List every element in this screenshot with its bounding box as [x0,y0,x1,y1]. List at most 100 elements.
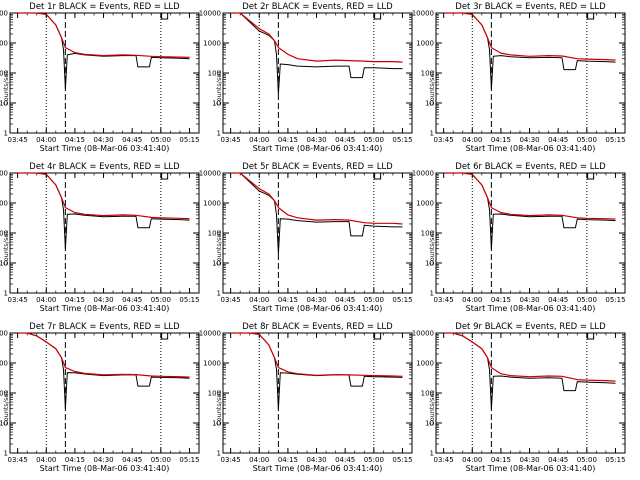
x-tick-label: 04:30 [306,456,326,464]
series-line-events [17,172,190,250]
x-tick-label: 04:15 [278,296,298,304]
plot-frame [222,172,413,294]
x-tick-label: 03:45 [434,456,454,464]
y-tick-label: 1000 [416,360,434,368]
x-tick-label: 05:00 [151,296,171,304]
x-tick-label: 03:45 [8,136,28,144]
y-tick-label: 10 [425,420,434,428]
y-tick-label: 100 [208,70,221,78]
series-line-events [230,172,403,255]
y-tick-label: 10000 [199,170,221,178]
y-tick-label: 10 [0,260,8,268]
y-tick-label: 10000 [0,170,8,178]
x-tick-label: 05:15 [605,456,625,464]
x-axis-label: Start Time (08-Mar-06 03:41:40) [466,144,596,153]
plot-frame [435,172,626,294]
y-axis-label: Counts/sec [428,390,436,426]
chart-panel-3: Det 3r BLACK = Events, RED = LLD 1 10 100 10… [412,2,626,153]
y-tick-label: 10000 [199,330,221,338]
x-tick-label: 04:00 [462,136,482,144]
box-marker [587,173,595,180]
y-tick-label: 1000 [203,40,221,48]
x-tick-label: 05:15 [392,456,412,464]
x-tick-label: 04:15 [278,136,298,144]
x-tick-label: 05:00 [364,136,384,144]
y-tick-label: 100 [208,230,221,238]
y-tick-label: 1 [217,290,221,298]
x-tick-label: 04:00 [36,456,56,464]
y-axis-label: Counts/sec [428,70,436,106]
series-line-lld [230,332,403,377]
y-tick-label: 1000 [0,360,8,368]
x-tick-label: 04:30 [519,456,539,464]
x-axis-label: Start Time (08-Mar-06 03:41:40) [40,464,170,473]
x-axis-label: Start Time (08-Mar-06 03:41:40) [253,144,383,153]
y-tick-label: 10 [0,100,8,108]
y-tick-label: 100 [0,70,8,78]
x-tick-label: 04:45 [122,456,142,464]
y-tick-label: 10000 [412,10,434,18]
x-tick-label: 04:15 [65,456,85,464]
x-tick-label: 04:45 [122,136,142,144]
y-axis-label: Counts/sec [2,70,10,106]
x-tick-label: 05:00 [577,296,597,304]
y-tick-label: 100 [208,390,221,398]
panel-title: Det 8r BLACK = Events, RED = LLD [242,322,393,332]
plot-frame [222,332,413,454]
x-axis-label: Start Time (08-Mar-06 03:41:40) [40,304,170,313]
x-tick-label: 03:45 [8,456,28,464]
x-tick-label: 04:30 [93,296,113,304]
x-tick-label: 04:45 [335,136,355,144]
box-marker [587,333,595,340]
x-tick-label: 05:15 [605,296,625,304]
x-axis-label: Start Time (08-Mar-06 03:41:40) [40,144,170,153]
box-marker [374,13,382,20]
y-tick-label: 10 [0,420,8,428]
y-tick-label: 10 [212,100,221,108]
x-axis-label: Start Time (08-Mar-06 03:41:40) [466,464,596,473]
y-tick-label: 1000 [416,200,434,208]
x-tick-label: 04:00 [462,456,482,464]
y-tick-label: 1 [4,450,8,458]
x-tick-label: 05:00 [151,136,171,144]
series-line-events [17,12,190,90]
y-tick-label: 100 [0,390,8,398]
series-line-lld [230,12,403,63]
series-line-events [17,332,190,410]
x-tick-label: 03:45 [434,296,454,304]
x-tick-label: 05:15 [392,296,412,304]
x-tick-label: 05:00 [577,136,597,144]
chart-panel-4: Det 4r BLACK = Events, RED = LLD 1 10 100 10… [0,162,200,313]
x-tick-label: 04:30 [306,136,326,144]
y-axis-label: Counts/sec [428,230,436,266]
y-axis-label: Counts/sec [2,390,10,426]
x-tick-label: 04:45 [335,296,355,304]
x-tick-label: 03:45 [221,456,241,464]
x-tick-label: 04:00 [249,296,269,304]
x-tick-label: 04:15 [491,456,511,464]
series-line-events [230,12,403,95]
y-tick-label: 1 [430,290,434,298]
y-tick-label: 10000 [199,10,221,18]
panel-title: Det 1r BLACK = Events, RED = LLD [29,2,180,12]
series-line-events [230,332,403,410]
series-line-events [443,332,616,410]
y-tick-label: 100 [0,230,8,238]
x-tick-label: 05:15 [179,296,199,304]
y-tick-label: 1 [217,130,221,138]
x-tick-label: 04:00 [249,456,269,464]
series-line-lld [443,332,616,382]
series-line-lld [17,12,190,58]
x-tick-label: 04:45 [548,136,568,144]
chart-panel-8: Det 8r BLACK = Events, RED = LLD 1 10 100 10… [199,322,413,473]
plot-frame [9,12,200,134]
y-tick-label: 1000 [0,200,8,208]
x-tick-label: 05:15 [179,456,199,464]
y-tick-label: 10000 [0,330,8,338]
x-tick-label: 03:45 [221,136,241,144]
y-tick-label: 10 [212,420,221,428]
y-tick-label: 10000 [0,10,8,18]
x-tick-label: 04:30 [306,296,326,304]
series-line-events [443,172,616,250]
